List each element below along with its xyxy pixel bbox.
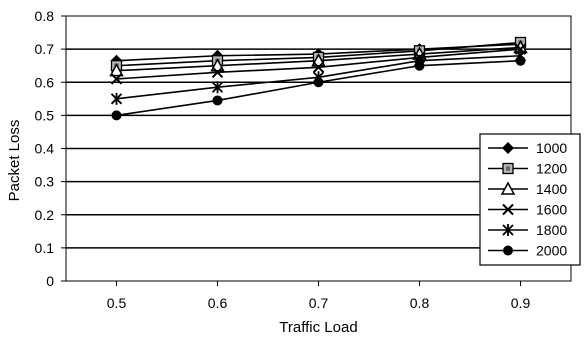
y-tick-label: 0 [46, 273, 54, 289]
legend-label: 1000 [536, 140, 567, 156]
data-point-marker [312, 61, 325, 74]
data-point-marker [502, 162, 514, 175]
x-tick-label: 0.5 [107, 295, 127, 311]
data-point-marker [502, 203, 514, 216]
legend-entry: 1600 [488, 202, 567, 218]
data-point-marker [211, 81, 224, 94]
y-tick-label: 0.5 [35, 107, 55, 123]
legend-entry: 1800 [488, 222, 567, 238]
series-line [116, 59, 521, 117]
y-tick-label: 0.4 [35, 141, 55, 157]
y-tick-label: 0.2 [35, 207, 55, 223]
data-point-marker [110, 92, 123, 105]
data-point-marker [515, 55, 526, 66]
legend: 1000 1200 1400 1600 1800 2000 [479, 133, 581, 266]
legend-box [479, 133, 581, 266]
y-axis-ticks: 0 0.1 0.2 0.3 0.4 0.5 0.6 0.7 0.8 [35, 8, 66, 289]
legend-label: 1200 [536, 161, 567, 177]
legend-label: 1800 [536, 222, 567, 238]
data-point-marker [212, 95, 223, 106]
x-axis-label: Traffic Load [279, 319, 357, 336]
data-point-marker [414, 60, 425, 71]
x-axis-ticks: 0.5 0.6 0.7 0.8 0.9 [107, 281, 531, 311]
legend-entry: 1400 [488, 181, 567, 197]
legend-entry: 1000 [488, 140, 567, 156]
y-tick-label: 0.1 [35, 240, 55, 256]
data-point-marker [109, 63, 124, 77]
y-tick-label: 0.6 [35, 74, 55, 90]
data-point-marker [503, 245, 513, 256]
data-point-marker [313, 77, 324, 88]
x-tick-label: 0.6 [208, 295, 228, 311]
y-tick-label: 0.3 [35, 174, 55, 190]
legend-label: 2000 [536, 243, 567, 259]
data-point-marker [110, 73, 123, 85]
y-tick-label: 0.8 [35, 8, 55, 24]
y-tick-label: 0.7 [35, 41, 55, 57]
y-axis-label: Packet Loss [6, 120, 23, 202]
x-tick-label: 0.9 [511, 295, 531, 311]
x-tick-label: 0.7 [309, 295, 329, 311]
data-point-marker [111, 110, 122, 121]
data-series [109, 36, 528, 121]
legend-entry: 1200 [488, 161, 567, 177]
data-point-marker [211, 66, 224, 79]
legend-entry: 2000 [488, 243, 567, 259]
data-point-marker [500, 181, 516, 195]
legend-label: 1600 [536, 202, 567, 218]
data-point-marker [502, 142, 514, 154]
data-point-marker [502, 224, 514, 236]
legend-label: 1400 [536, 181, 567, 197]
x-tick-label: 0.8 [410, 295, 430, 311]
series-2000 [111, 55, 526, 121]
